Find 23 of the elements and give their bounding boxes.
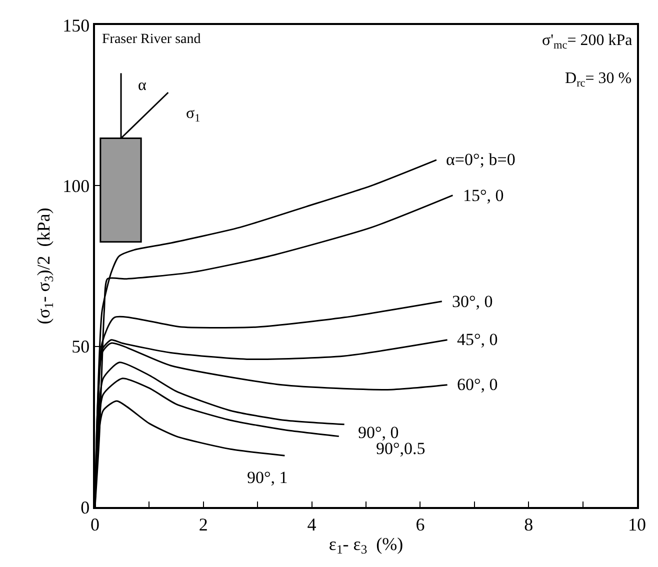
x-tick-label: 10 [628, 514, 646, 534]
annotation: D$_{rc}$= 30 % [565, 70, 632, 90]
series-label: α=0°; b=0 [446, 150, 516, 169]
y-tick-label: 150 [62, 15, 90, 36]
annotation: Fraser River sand [102, 32, 201, 47]
x-tick-label: 2 [198, 514, 208, 534]
x-axis-title: ε$_{1}$- ε$_{3}$ (%) [328, 534, 404, 557]
series-label: 60°, 0 [457, 375, 498, 394]
series-label: 90°, 0 [358, 423, 399, 442]
y-tick-label: 100 [62, 176, 90, 196]
series-label: 30°, 0 [452, 292, 493, 311]
y-tick-label: 0 [80, 497, 90, 518]
annotation: α [138, 77, 147, 94]
annotation: σ'$_{mc}$= 200 kPa [542, 32, 632, 52]
text: 90°,0.5 [376, 439, 426, 458]
x-tick-label: 6 [416, 514, 425, 534]
series-label: 90°, 1 [247, 468, 288, 487]
y-tick-label: 50 [72, 336, 90, 357]
x-tick-label: 8 [524, 514, 534, 534]
x-tick-label: 4 [307, 514, 316, 534]
series-label: 45°, 0 [457, 330, 498, 349]
series-label: 15°, 0 [463, 186, 504, 205]
annotation: σ$_{1}$ [186, 105, 200, 124]
